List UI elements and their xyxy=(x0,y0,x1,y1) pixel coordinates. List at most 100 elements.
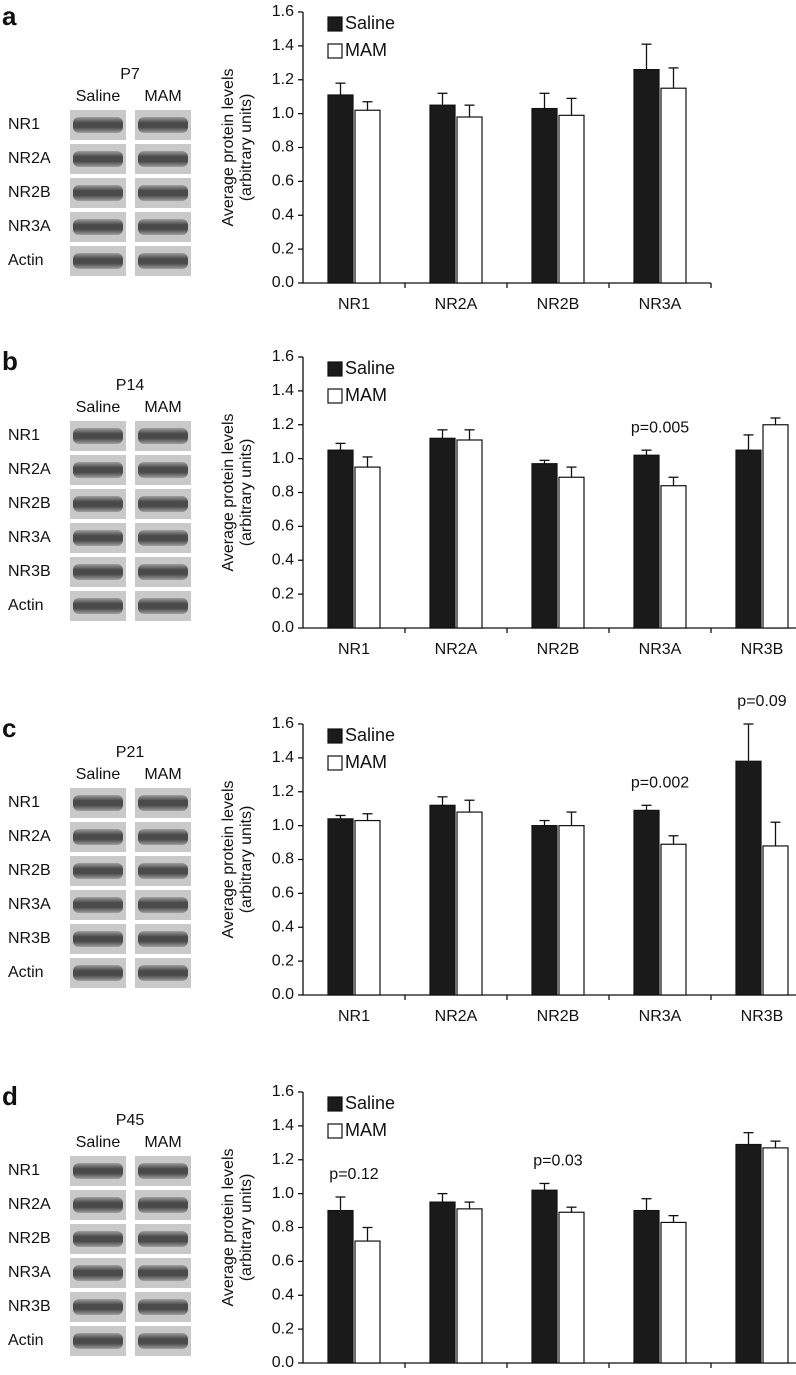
error-bar xyxy=(539,819,550,826)
y-tick-label: 1.6 xyxy=(272,715,294,732)
blot-band xyxy=(138,219,188,235)
blot-band xyxy=(73,897,123,913)
bar xyxy=(429,1201,456,1364)
error-bar xyxy=(464,429,475,440)
error-bar xyxy=(566,1206,577,1213)
lane-label: MAM xyxy=(144,399,181,416)
x-tick-label: NR2B xyxy=(537,641,580,658)
bar xyxy=(735,760,762,996)
blot-band xyxy=(138,117,188,133)
bar xyxy=(531,107,558,284)
x-tick-label: NR2A xyxy=(435,641,478,658)
blot-band xyxy=(138,1231,188,1247)
blot-row-label: NR2B xyxy=(8,184,51,201)
blot-band xyxy=(138,1299,188,1315)
legend-swatch xyxy=(327,1096,343,1112)
x-tick-label: NR3B xyxy=(741,1008,784,1025)
error-bar xyxy=(437,92,448,106)
legend-swatch xyxy=(327,43,343,59)
error-bar xyxy=(335,442,346,451)
y-tick-label: 0.8 xyxy=(272,1219,294,1236)
x-tick-label: NR3B xyxy=(741,641,784,658)
y-tick-label: 1.2 xyxy=(272,783,294,800)
error-bar xyxy=(641,804,652,811)
bar xyxy=(354,1240,381,1364)
y-tick-label: 0.4 xyxy=(272,1286,294,1303)
bar xyxy=(558,825,585,996)
legend-swatch xyxy=(327,1123,343,1139)
blot-band xyxy=(73,931,123,947)
legend-label: Saline xyxy=(345,13,395,33)
blot-row-label: Actin xyxy=(8,597,44,614)
legend-swatch xyxy=(327,755,343,771)
blot-row-label: Actin xyxy=(8,252,44,269)
bar xyxy=(735,449,762,629)
blot-band xyxy=(138,863,188,879)
legend-label: Saline xyxy=(345,358,395,378)
blot-band xyxy=(73,462,123,478)
error-bar xyxy=(641,43,652,70)
y-tick-label: 0.2 xyxy=(272,585,294,602)
bar xyxy=(456,439,483,629)
legend-label: Saline xyxy=(345,725,395,745)
x-tick-label: NR1 xyxy=(338,296,370,313)
legend-label: MAM xyxy=(345,385,387,405)
error-bar xyxy=(362,456,373,468)
error-bar xyxy=(437,1192,448,1203)
blot-band xyxy=(138,1163,188,1179)
error-bar xyxy=(464,104,475,118)
error-bar xyxy=(566,811,577,826)
blot-band xyxy=(73,1265,123,1281)
bar xyxy=(354,109,381,284)
y-tick-label: 1.4 xyxy=(272,382,294,399)
y-axis-label: Average protein levels xyxy=(220,780,237,938)
blot-band xyxy=(73,1231,123,1247)
x-tick-label: NR1 xyxy=(338,641,370,658)
blot-row-label: NR2B xyxy=(8,1230,51,1247)
blot-band xyxy=(138,598,188,614)
y-tick-label: 0.6 xyxy=(272,173,294,190)
blot-band xyxy=(73,530,123,546)
y-tick-label: 1.0 xyxy=(272,817,294,834)
panel-label: d xyxy=(2,1081,18,1111)
lane-label: Saline xyxy=(76,766,121,783)
error-bar xyxy=(539,1182,550,1191)
blot-band xyxy=(138,564,188,580)
bar xyxy=(660,843,687,996)
y-tick-label: 0.4 xyxy=(272,918,294,935)
error-bar xyxy=(335,1196,346,1211)
blot-band xyxy=(73,253,123,269)
error-bar xyxy=(539,459,550,464)
panel-label: a xyxy=(2,1,17,31)
blot-band xyxy=(138,185,188,201)
blot-band xyxy=(73,428,123,444)
x-tick-label: NR1 xyxy=(338,1008,370,1025)
y-tick-label: 0.2 xyxy=(272,240,294,257)
blot-band xyxy=(138,965,188,981)
y-axis-label: Average protein levels xyxy=(220,1148,237,1306)
y-tick-label: 1.4 xyxy=(272,37,294,54)
annotation: p=0.03 xyxy=(533,1153,582,1170)
bar xyxy=(762,424,789,629)
y-tick-label: 0.2 xyxy=(272,1320,294,1337)
bar xyxy=(456,811,483,996)
panel-label: c xyxy=(2,713,16,743)
y-tick-label: 1.2 xyxy=(272,416,294,433)
blot-band xyxy=(138,931,188,947)
bar xyxy=(660,485,687,629)
bar xyxy=(531,825,558,996)
blot-row-label: NR3B xyxy=(8,930,51,947)
x-tick-label: NR2B xyxy=(537,1008,580,1025)
bar xyxy=(558,1211,585,1364)
annotation: p=0.09 xyxy=(737,693,786,710)
legend-label: MAM xyxy=(345,1120,387,1140)
bar xyxy=(327,818,354,996)
error-bar xyxy=(770,1140,781,1148)
bar xyxy=(429,104,456,284)
y-tick-label: 0.0 xyxy=(272,1354,294,1371)
blot-band xyxy=(73,863,123,879)
lane-label: MAM xyxy=(144,766,181,783)
bar xyxy=(354,819,381,996)
y-axis-label: (arbitrary units) xyxy=(238,1174,255,1282)
x-tick-label: NR3A xyxy=(639,1008,682,1025)
